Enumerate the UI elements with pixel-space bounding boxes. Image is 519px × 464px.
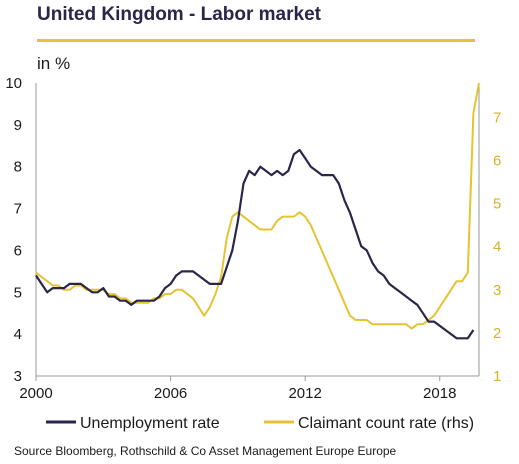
y2-tick-label: 2 <box>493 325 501 342</box>
source-note: Source Bloomberg, Rothschild & Co Asset … <box>14 444 397 458</box>
title-underline <box>37 39 475 42</box>
y2-tick-label: 3 <box>493 282 501 299</box>
y2-tick-label: 6 <box>493 153 501 170</box>
y2-tick-label: 5 <box>493 196 501 213</box>
y-tick-label: 5 <box>14 284 22 301</box>
x-tick-label: 2006 <box>154 385 187 402</box>
unemployment-rate-line <box>35 148 475 340</box>
y2-tick-label: 4 <box>493 239 501 256</box>
axes-group <box>35 83 480 377</box>
y-tick-label: 9 <box>14 117 22 134</box>
y-axis-unit-label: in % <box>37 54 71 73</box>
x-tick-label: 2018 <box>423 385 456 402</box>
y2-tick-label: 7 <box>493 109 501 126</box>
legend-label-unemployment: Unemployment rate <box>80 415 220 432</box>
y2-tick-label: 1 <box>493 368 501 385</box>
x-tick-labels: 2000 2006 2012 2018 <box>19 376 456 402</box>
claimant-count-rate-line <box>35 82 480 330</box>
x-tick-label: 2000 <box>19 385 52 402</box>
y-tick-label: 10 <box>5 75 22 92</box>
chart-title: United Kingdom - Labor market <box>37 4 321 25</box>
right-y-tick-labels: 1 2 3 4 5 6 7 <box>493 109 501 385</box>
left-y-tick-labels: 3 4 5 6 7 8 9 10 <box>5 75 22 385</box>
y-tick-label: 6 <box>14 242 22 259</box>
series-layer <box>35 82 480 340</box>
legend-label-claimant: Claimant count rate (rhs) <box>298 415 474 432</box>
y-tick-label: 8 <box>14 159 22 176</box>
x-tick-label: 2012 <box>288 385 321 402</box>
y-tick-label: 7 <box>14 201 22 218</box>
y-tick-label: 3 <box>14 368 22 385</box>
y-tick-label: 4 <box>14 326 22 343</box>
legend: Unemployment rate Claimant count rate (r… <box>46 415 474 432</box>
